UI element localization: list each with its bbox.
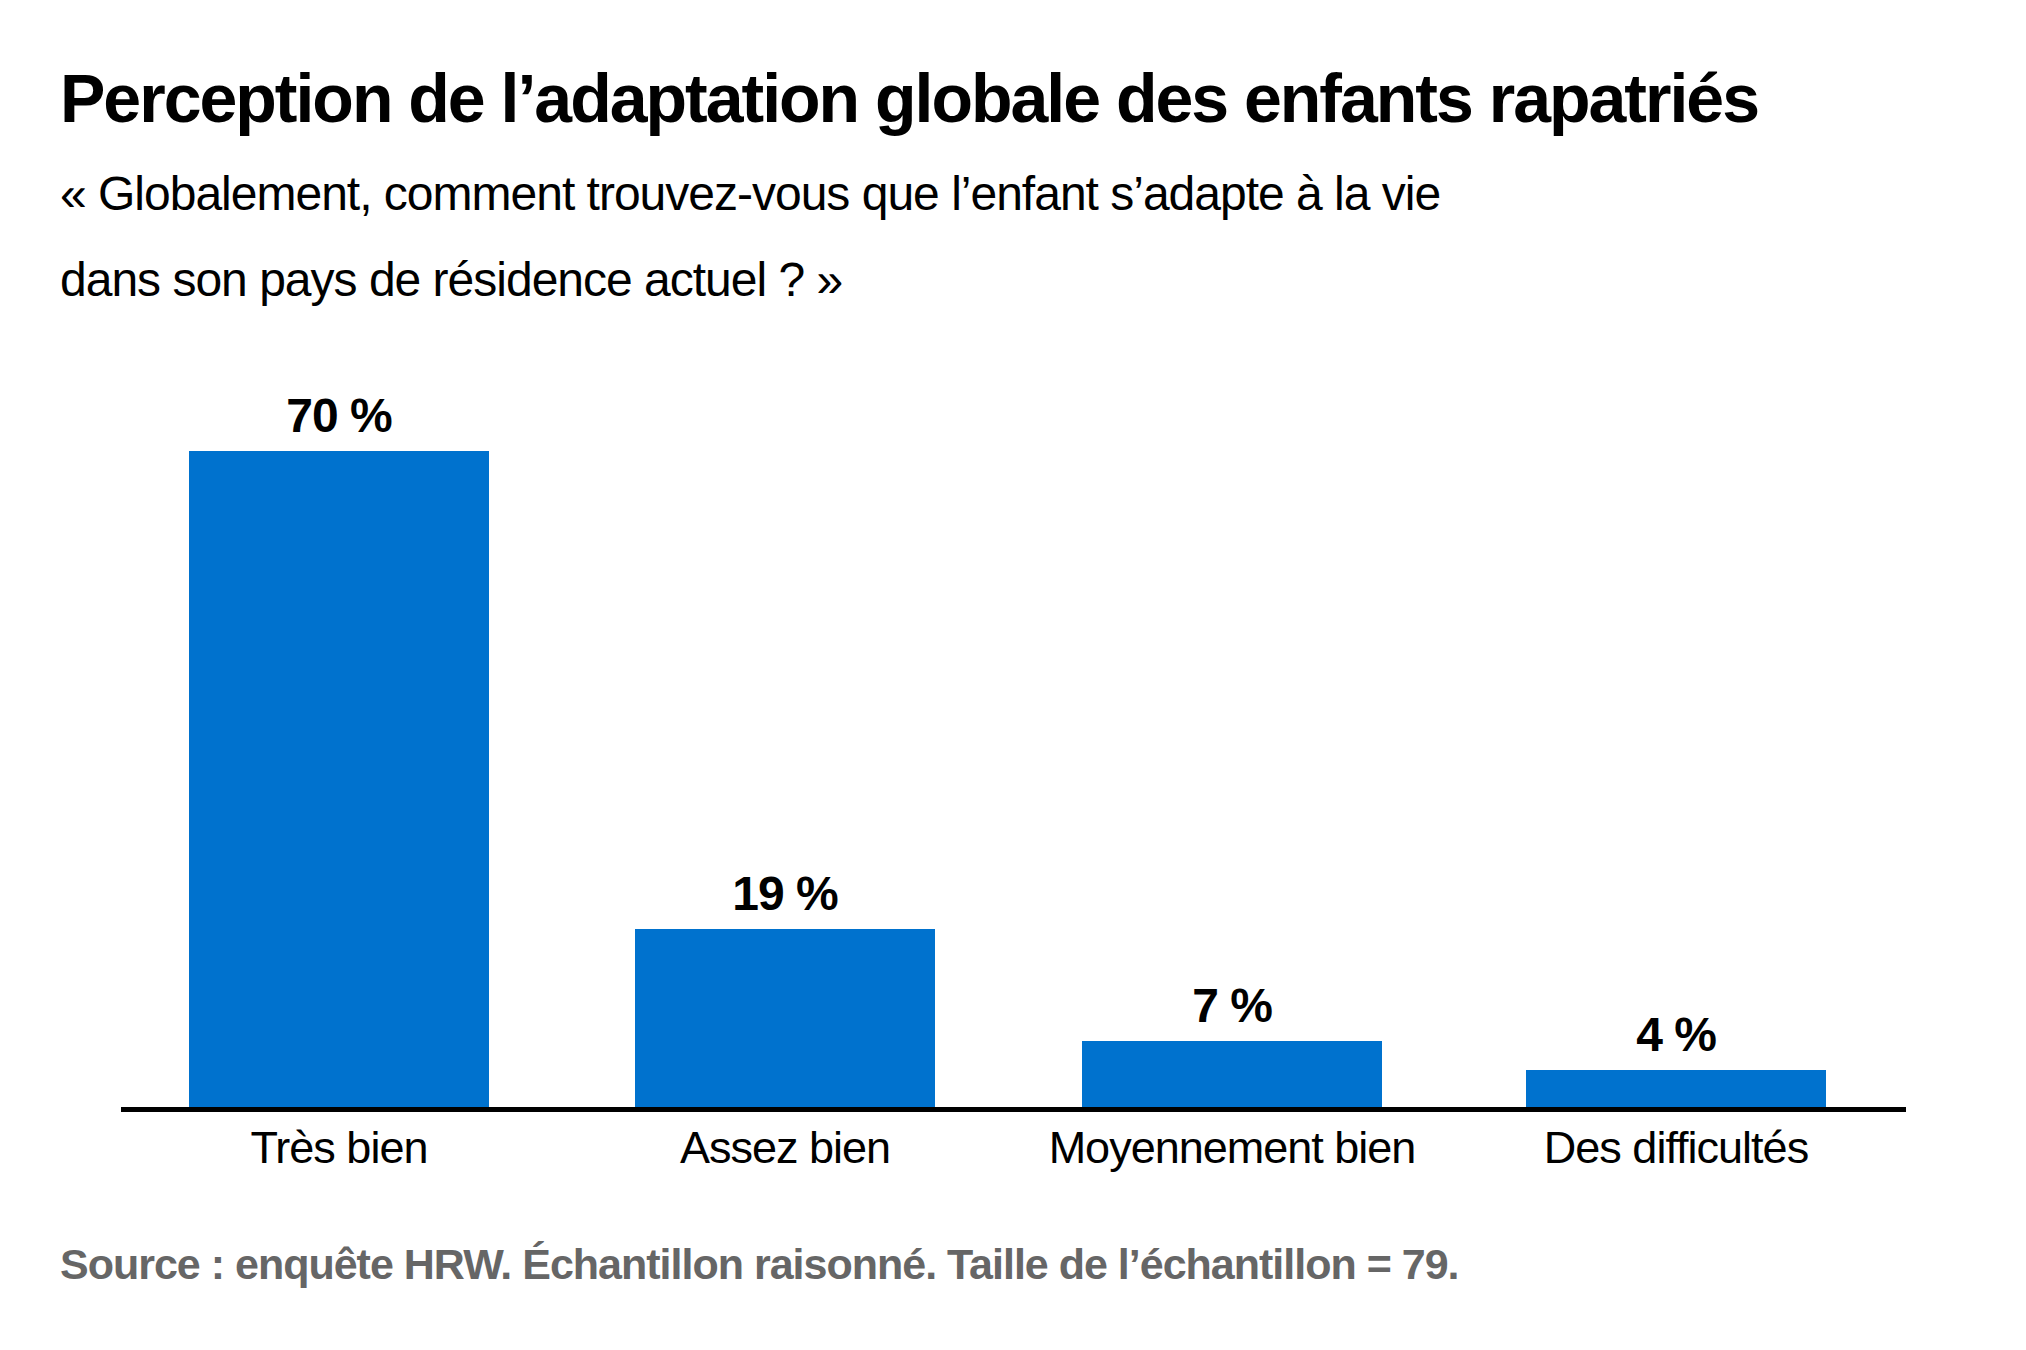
x-axis-line	[121, 1107, 1906, 1112]
chart-figure: Perception de l’adaptation globale des e…	[0, 0, 2026, 1350]
bar-value-label: 7 %	[1032, 981, 1432, 1031]
bar-category-label: Des difficultés	[1416, 1122, 1936, 1174]
bar	[189, 451, 489, 1107]
bar-category-label: Moyennement bien	[972, 1122, 1492, 1174]
bar-value-label: 4 %	[1476, 1010, 1876, 1060]
bar-category-label: Assez bien	[525, 1122, 1045, 1174]
bar-chart-plot-area: 70 % Très bien 19 % Assez bien 7 % Moyennemen…	[0, 0, 2026, 1350]
bar-value-label: 70 %	[139, 391, 539, 441]
bar	[1082, 1041, 1382, 1107]
source-note: Source : enquête HRW. Échantillon raison…	[60, 1240, 1960, 1289]
bar	[635, 929, 935, 1107]
bar-value-label: 19 %	[585, 869, 985, 919]
bar	[1526, 1070, 1826, 1107]
bar-category-label: Très bien	[79, 1122, 599, 1174]
